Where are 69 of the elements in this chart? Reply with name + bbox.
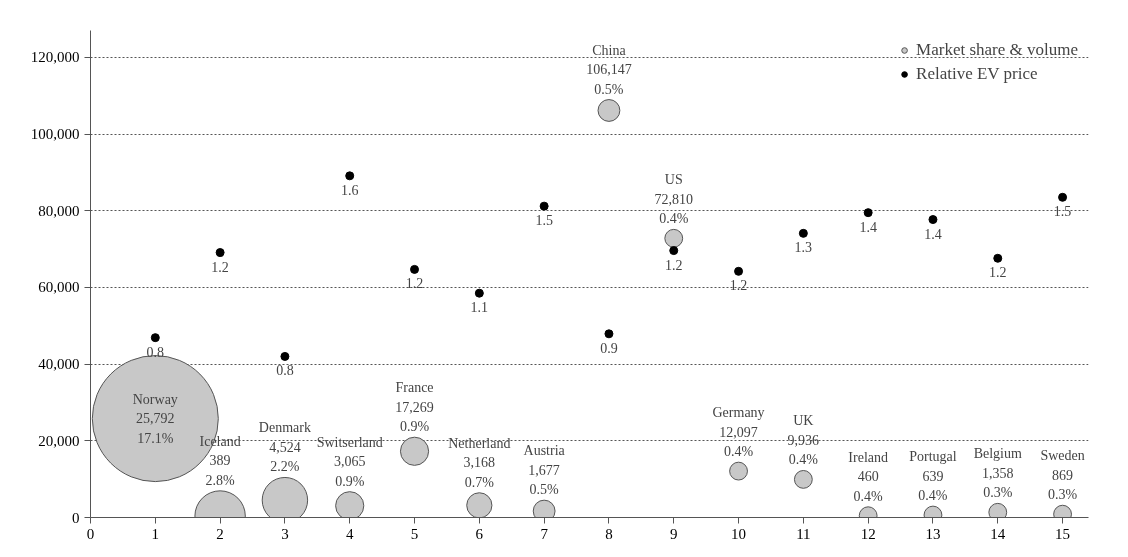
annotation: 1.4 bbox=[924, 226, 942, 242]
x-tick-label: 5 bbox=[410, 525, 419, 542]
data-label: Switserland 3,065 0.9% bbox=[316, 434, 383, 489]
data-label: Belgium 1,358 0.3% bbox=[973, 446, 1022, 501]
annotation: 1.5 bbox=[1053, 204, 1072, 220]
data-label: Sweden 869 0.3% bbox=[1040, 448, 1085, 503]
annotation: 1.6 bbox=[340, 182, 359, 198]
y-tick-label: 20,000 bbox=[38, 432, 80, 449]
annotation: 1.2 bbox=[729, 278, 748, 294]
point bbox=[734, 266, 744, 276]
x-tick-label: 3 bbox=[281, 525, 289, 542]
x-tick-label: 6 bbox=[475, 525, 484, 542]
point bbox=[863, 208, 873, 218]
data-label: Netherland 3,168 0.7% bbox=[448, 435, 511, 490]
point bbox=[539, 201, 549, 211]
data-label: Denmark 4,524 2.2% bbox=[258, 420, 311, 475]
x-tick-label: 10 bbox=[731, 525, 747, 542]
data-label: Ireland 460 0.4% bbox=[848, 449, 888, 504]
data-label: China 106,147 0.5% bbox=[586, 42, 632, 97]
annotation: 0.8 bbox=[146, 344, 165, 360]
point bbox=[410, 264, 420, 274]
point bbox=[150, 333, 160, 343]
x-tick-label: 12 bbox=[860, 525, 876, 542]
data-label: Portugal 639 0.4% bbox=[909, 449, 957, 504]
legend-label: Relative EV price bbox=[916, 64, 1038, 84]
y-tick-label: 0 bbox=[72, 509, 80, 526]
x-tick-label: 14 bbox=[990, 525, 1006, 542]
data-label: UK 9,936 0.4% bbox=[787, 413, 820, 468]
annotation: 1.2 bbox=[665, 257, 683, 273]
point bbox=[928, 215, 938, 225]
x-tick-label: 4 bbox=[345, 525, 354, 542]
data-label: France 17,269 0.9% bbox=[395, 380, 434, 435]
x-tick-label: 11 bbox=[796, 525, 811, 542]
x-tick-label: 13 bbox=[925, 525, 941, 542]
y-tick-label: 40,000 bbox=[38, 356, 80, 373]
x-tick-label: 2 bbox=[216, 525, 224, 542]
data-label: US 72,810 0.4% bbox=[654, 172, 693, 227]
annotation: 1.2 bbox=[211, 259, 229, 275]
x-tick-label: 9 bbox=[670, 525, 678, 542]
annotation: 1.2 bbox=[989, 265, 1007, 281]
point bbox=[798, 228, 808, 238]
point bbox=[669, 246, 679, 256]
annotation: 1.4 bbox=[859, 219, 877, 235]
y-tick-label: 60,000 bbox=[38, 279, 80, 296]
annotation: 1.3 bbox=[794, 240, 813, 256]
point bbox=[345, 171, 355, 181]
y-tick-label: 100,000 bbox=[30, 126, 80, 143]
data-label: Norway 25,792 17.1% bbox=[132, 391, 178, 446]
point bbox=[993, 253, 1003, 263]
point bbox=[215, 248, 225, 258]
data-label: Austria 1,677 0.5% bbox=[523, 443, 566, 498]
x-tick-label: 15 bbox=[1055, 525, 1071, 542]
annotation: 1.1 bbox=[470, 300, 489, 316]
point bbox=[280, 351, 290, 361]
x-tick-label: 0 bbox=[86, 525, 95, 542]
point bbox=[474, 288, 484, 298]
x-tick-label: 1 bbox=[151, 525, 160, 542]
annotation: 1.2 bbox=[405, 276, 424, 292]
point bbox=[1058, 192, 1068, 202]
y-tick-label: 120,000 bbox=[30, 49, 80, 66]
annotation: 0.9 bbox=[600, 340, 618, 356]
x-tick-label: 8 bbox=[605, 525, 613, 542]
x-tick-label: 7 bbox=[540, 525, 549, 542]
annotation: 1.5 bbox=[535, 213, 553, 229]
point bbox=[604, 329, 614, 339]
data-label: Germany 12,097 0.4% bbox=[712, 405, 765, 460]
legend-label: Market share & volume bbox=[916, 40, 1078, 60]
y-tick-label: 80,000 bbox=[38, 202, 80, 219]
annotation: 0.8 bbox=[276, 363, 294, 379]
